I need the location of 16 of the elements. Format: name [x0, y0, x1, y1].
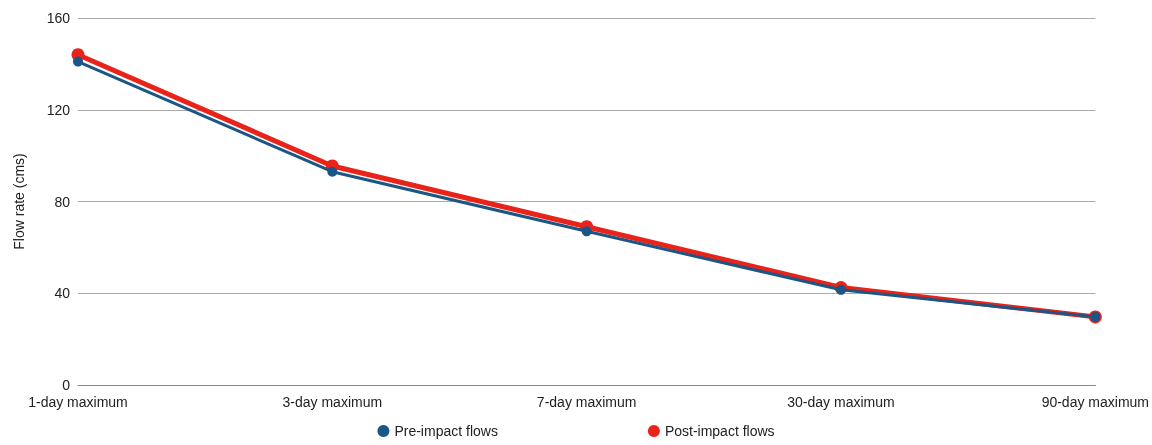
- x-tick-label: 7-day maximum: [536, 394, 637, 410]
- y-tick-label: 40: [54, 285, 71, 302]
- y-axis-title: Flow rate (cms): [11, 153, 27, 250]
- y-tick-label: 0: [62, 377, 71, 393]
- point: [581, 226, 592, 237]
- x-tick-label: 30-day maximum: [787, 394, 895, 410]
- y-tick-label: 120: [46, 101, 71, 118]
- y-tick-label: 160: [46, 10, 71, 26]
- legend-label: Post-impact flows: [664, 423, 775, 439]
- point: [327, 166, 338, 177]
- x-tick-label: 3-day maximum: [282, 394, 383, 410]
- x-tick-label: 90-day maximum: [1041, 394, 1149, 410]
- legend-label: Pre-impact flows: [394, 423, 498, 439]
- point: [73, 56, 83, 67]
- x-tick-label: 1-day maximum: [28, 394, 128, 410]
- y-tick-label: 80: [54, 193, 71, 210]
